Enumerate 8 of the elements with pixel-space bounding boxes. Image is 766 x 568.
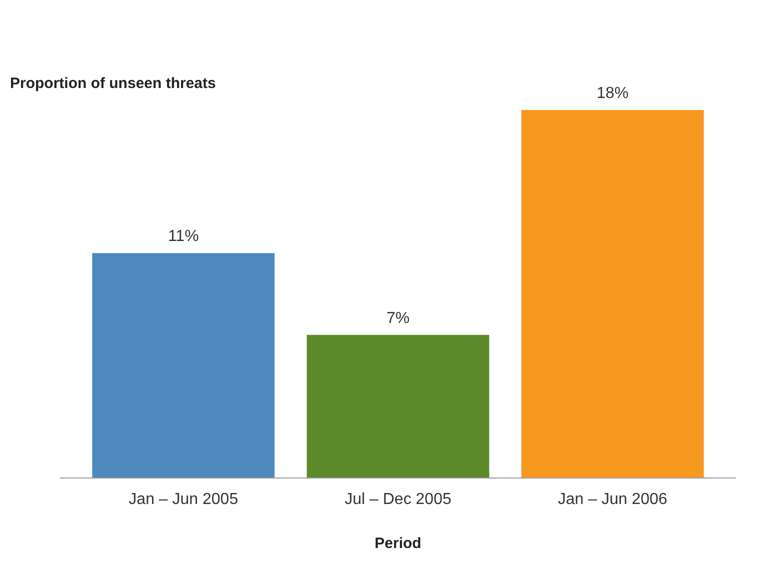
data-label: 7% [386,310,410,327]
data-label: 11% [168,228,199,246]
x-tick-label: Jul – Dec 2005 [344,491,452,508]
x-tick-label: Jan – Jun 2005 [128,491,238,508]
data-label: 18% [596,85,629,102]
x-tick-label: Jan – Jun 2006 [558,491,668,508]
y-axis-title: Proportion of unseen threats [10,75,216,92]
x-axis-title: Period [374,535,422,552]
